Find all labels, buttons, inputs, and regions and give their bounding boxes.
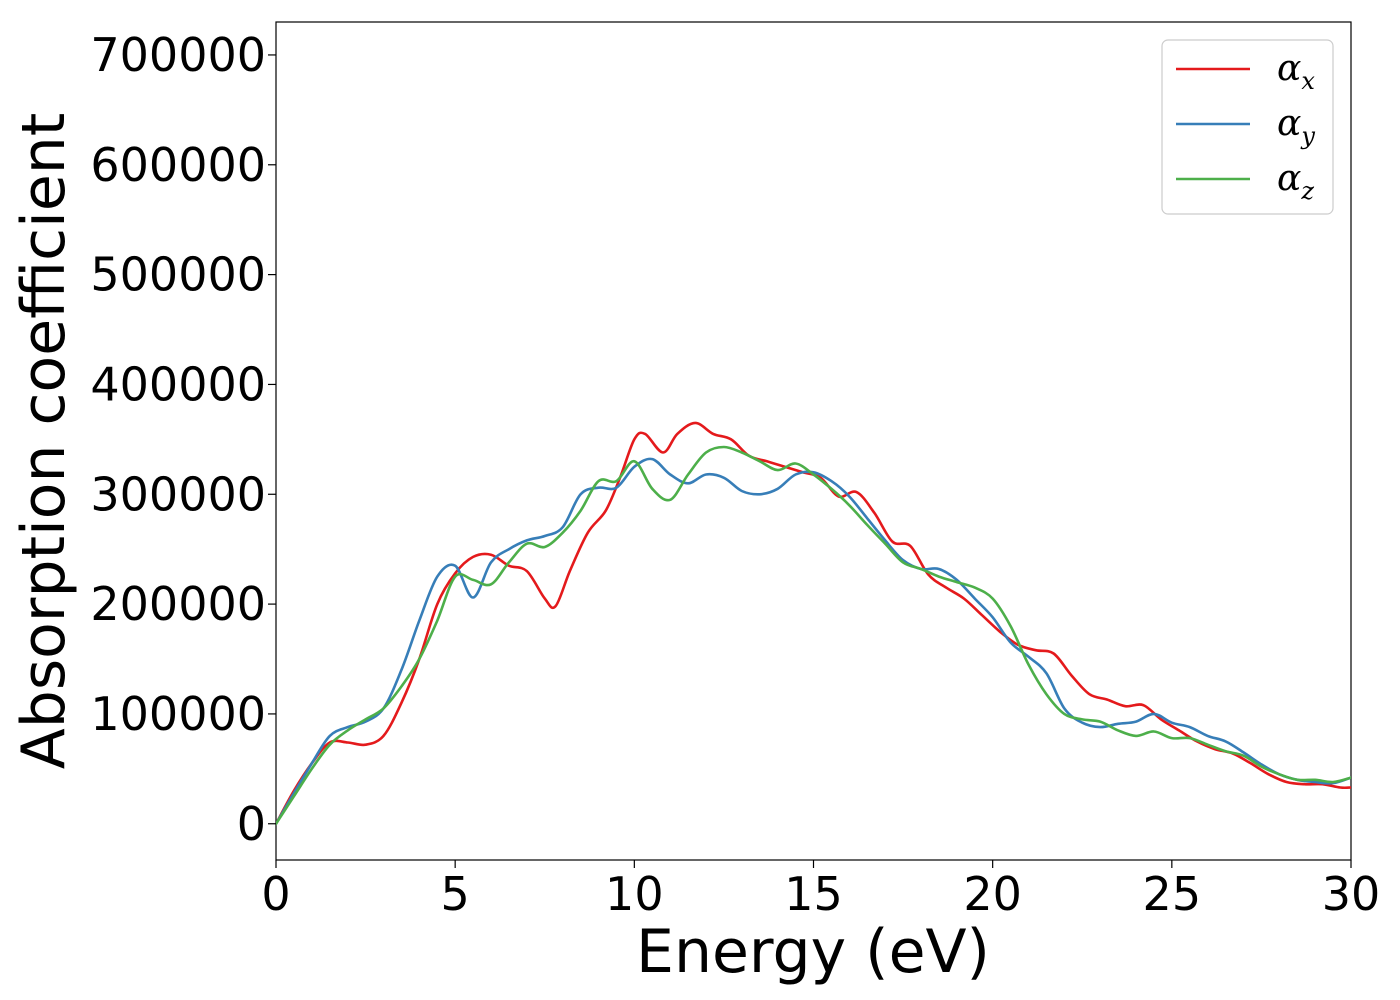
series-line-alpha-z — [276, 445, 1351, 826]
legend-box — [1161, 39, 1334, 215]
y-tick-label: 700000 — [90, 28, 266, 82]
y-tick-label: 300000 — [90, 467, 266, 521]
x-tick-label: 25 — [1143, 867, 1202, 921]
y-axis-title: Absorption coefficient — [9, 113, 79, 770]
legend-label-alpha-z: αz — [1277, 158, 1314, 205]
series-lines — [276, 421, 1351, 826]
x-tick-label: 10 — [605, 867, 664, 921]
y-tick-label: 600000 — [90, 138, 266, 192]
legend: αx αy αz — [1161, 39, 1334, 215]
x-tick-label: 5 — [441, 867, 470, 921]
series-line-alpha-y — [276, 457, 1351, 826]
x-tick-label: 20 — [963, 867, 1022, 921]
y-tick-label: 0 — [237, 797, 266, 851]
legend-label-alpha-x: αx — [1277, 48, 1315, 95]
y-tick-label: 500000 — [90, 248, 266, 302]
y-tick-label: 200000 — [90, 577, 266, 631]
y-tick-label: 100000 — [90, 687, 266, 741]
y-axis-ticks: 0 100000 200000 300000 400000 500000 600000 700… — [90, 28, 276, 851]
x-tick-label: 15 — [784, 867, 843, 921]
y-tick-label: 400000 — [90, 357, 266, 411]
x-axis-ticks: 0 5 10 15 20 25 30 — [261, 860, 1380, 921]
legend-label-alpha-y: αy — [1277, 103, 1315, 150]
x-axis-title: Energy (eV) — [636, 917, 990, 987]
x-tick-label: 30 — [1322, 867, 1381, 921]
x-tick-label: 0 — [261, 867, 290, 921]
